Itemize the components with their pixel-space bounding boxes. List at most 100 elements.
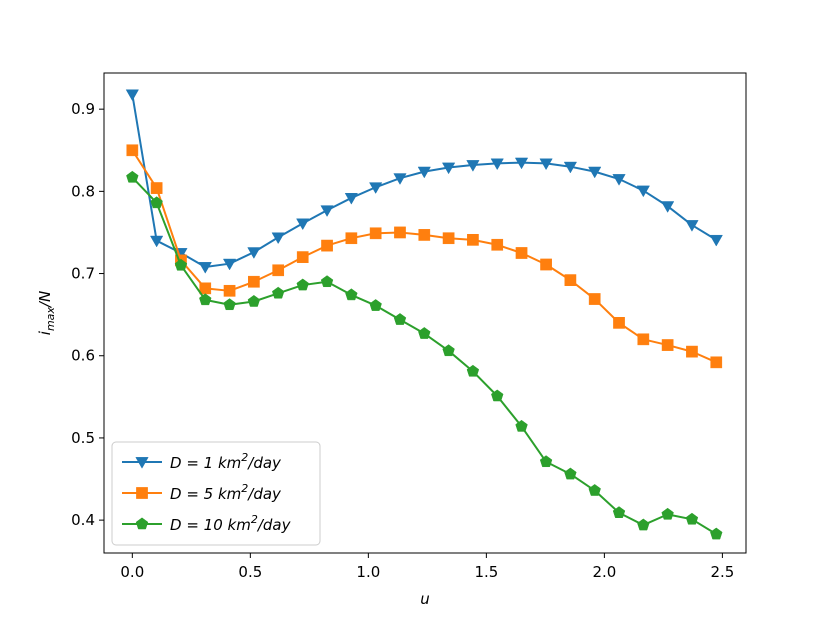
data-point <box>393 173 407 185</box>
y-tick-label: 0.8 <box>71 182 95 200</box>
series-3 <box>126 170 723 540</box>
data-point <box>588 484 601 496</box>
data-point <box>661 507 674 520</box>
data-point <box>539 158 553 171</box>
data-point <box>709 234 723 247</box>
data-point <box>345 232 358 245</box>
data-point <box>126 144 139 157</box>
x-tick-label: 2.0 <box>592 563 616 581</box>
data-point <box>369 227 382 240</box>
data-point <box>637 518 650 531</box>
data-point <box>296 218 310 231</box>
data-point <box>661 201 675 213</box>
data-point <box>442 344 455 357</box>
data-point <box>321 239 333 252</box>
y-tick-label: 0.7 <box>71 265 95 283</box>
data-point <box>345 288 358 301</box>
data-point <box>418 327 431 339</box>
data-point <box>490 158 504 171</box>
data-point <box>223 298 236 311</box>
data-point <box>150 196 163 209</box>
data-point <box>685 512 699 525</box>
data-point <box>467 233 479 246</box>
data-point <box>393 313 407 325</box>
x-tick-label: 1.5 <box>474 563 498 581</box>
legend-label: D = 1 km2/day <box>170 451 282 472</box>
data-point <box>199 293 212 306</box>
y-tick-label: 0.5 <box>71 429 95 447</box>
svg-text:imax/N: imax/N <box>36 291 57 335</box>
data-point <box>296 278 309 291</box>
data-point <box>222 258 237 271</box>
legend-marker <box>136 487 148 499</box>
data-point <box>320 205 334 217</box>
legend-marker <box>135 517 149 530</box>
data-point <box>442 232 455 245</box>
data-point <box>272 264 285 277</box>
data-point <box>686 345 698 358</box>
y-tick-label: 0.4 <box>71 511 95 529</box>
data-point <box>710 356 723 369</box>
data-point <box>514 157 529 170</box>
data-point <box>685 220 699 232</box>
data-point <box>271 286 285 299</box>
legend-label: D = 10 km2/day <box>170 513 292 534</box>
data-point <box>247 247 261 259</box>
data-point <box>126 170 139 183</box>
data-point <box>466 364 480 377</box>
data-point <box>491 238 504 251</box>
x-axis: 0.0 0.5 1.0 1.5 2.0 2.5 <box>120 553 734 581</box>
data-point <box>540 258 552 271</box>
series-1 <box>125 89 723 274</box>
data-point <box>394 226 406 239</box>
legend: D = 1 km2/day D = 5 km2/day D = 10 km2/day <box>111 441 321 546</box>
legend-item: D = 1 km2/day <box>122 451 282 472</box>
data-point <box>588 166 602 179</box>
data-point <box>174 258 188 271</box>
x-tick-label: 2.5 <box>710 563 734 581</box>
data-point <box>150 235 164 248</box>
y-axis: 0.4 0.5 0.6 0.7 0.8 0.9 <box>71 100 104 529</box>
y-axis-label-suffix: /N <box>36 291 54 309</box>
y-axis-label-main: i <box>36 330 54 335</box>
data-point <box>661 339 674 351</box>
data-point <box>613 317 625 329</box>
data-point <box>247 294 261 307</box>
data-point <box>563 161 578 174</box>
y-axis-label-sub: max <box>44 307 57 331</box>
data-point <box>612 174 626 186</box>
data-point <box>491 389 504 402</box>
data-point <box>320 275 334 288</box>
data-point <box>198 262 212 274</box>
data-point <box>418 229 431 241</box>
data-point <box>466 160 480 172</box>
data-point <box>199 282 212 295</box>
y-tick-label: 0.6 <box>71 347 95 365</box>
data-point <box>125 89 139 102</box>
data-point <box>150 182 163 194</box>
x-tick-label: 0.5 <box>238 563 262 581</box>
series-layer <box>125 89 723 540</box>
legend-item: D = 5 km2/day <box>122 482 282 503</box>
data-point <box>636 185 650 198</box>
data-point <box>539 455 553 468</box>
data-point <box>248 275 260 288</box>
x-tick-label: 0.0 <box>120 563 144 581</box>
x-axis-label: u <box>420 590 430 608</box>
data-point <box>344 193 358 205</box>
plot-frame <box>103 72 747 554</box>
legend-label: D = 5 km2/day <box>170 482 282 503</box>
data-point <box>612 506 626 518</box>
legend-marker <box>135 457 149 469</box>
data-point <box>417 166 431 179</box>
data-point <box>271 232 285 245</box>
legend-item: D = 10 km2/day <box>122 513 292 534</box>
data-point <box>515 419 528 432</box>
data-point <box>564 467 577 480</box>
y-tick-label: 0.9 <box>71 100 95 118</box>
data-point <box>296 251 309 263</box>
data-point <box>369 299 382 311</box>
x-tick-label: 1.0 <box>356 563 380 581</box>
y-axis-label: imax/N <box>36 291 57 335</box>
